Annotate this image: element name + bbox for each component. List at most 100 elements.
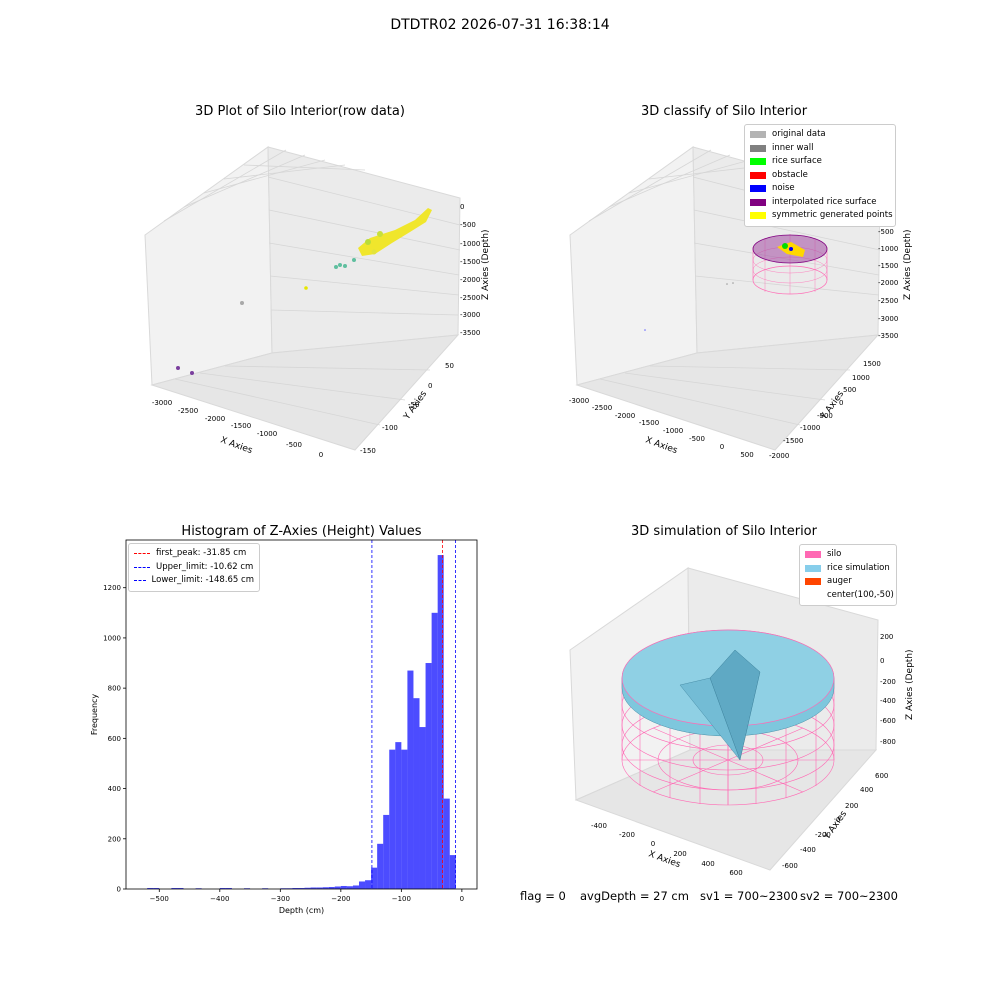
raw-points [176, 208, 432, 375]
legend-swatch [134, 580, 146, 582]
histogram-bar [383, 814, 390, 889]
histogram-bar [310, 887, 317, 889]
legend-item: symmetric generated points [750, 209, 893, 223]
histogram-bar [413, 698, 420, 889]
limit-lines [371, 540, 456, 889]
pane-left [144, 146, 273, 386]
histogram-bar [334, 886, 341, 889]
x-tick: 200 [673, 850, 686, 858]
x-tick: 0 [319, 451, 323, 459]
histogram-chart: −500 −400 −300 −200 −100 0 0 200 400 600 800 1000 1… [90, 539, 478, 915]
y-tick: 600 [875, 772, 888, 780]
histogram-bar [401, 749, 408, 889]
legend-label: inner wall [772, 142, 814, 153]
histogram-bar [443, 798, 450, 889]
x-tick: 0 [651, 840, 655, 848]
legend-swatch [750, 144, 766, 152]
y-tick: -150 [360, 447, 376, 455]
legend-swatch [134, 566, 150, 568]
histogram-bar [346, 886, 353, 889]
x-tick: -2500 [592, 404, 612, 412]
y-ticks: 0 200 400 600 800 1000 1200 [103, 584, 126, 894]
y-tick: -50 [408, 401, 419, 409]
x-tick: 500 [740, 451, 753, 459]
z-tick: -2000 [460, 276, 480, 284]
simulation-plot-title: 3D simulation of Silo Interior [631, 524, 817, 539]
legend-swatch [750, 185, 766, 193]
histogram-bar [371, 867, 378, 889]
x-tick-label: −200 [331, 895, 350, 903]
x-tick: -1500 [639, 419, 659, 427]
legend-label: silo [827, 549, 842, 559]
y-tick: -400 [800, 846, 816, 854]
x-axis-label: X Axies [644, 435, 679, 456]
legend-label: rice simulation [827, 562, 890, 573]
z-tick: -3000 [460, 311, 480, 319]
y-tick: 500 [843, 386, 856, 394]
x-tick-labels: -3000 -2500 -2000 -1500 -1000 -500 0 [152, 399, 323, 459]
y-tick-label: 600 [108, 735, 121, 743]
y-tick: 50 [445, 362, 454, 370]
x-tick-label: 0 [460, 895, 464, 903]
legend-label: center(100,-50) [827, 589, 894, 600]
legend-item: noise [750, 182, 890, 196]
legend-swatch [134, 553, 150, 555]
histogram-bars [147, 555, 456, 889]
z-tick: -1000 [878, 245, 898, 253]
y-tick: 1000 [852, 374, 870, 382]
legend-item: interpolated rice surface [750, 196, 890, 210]
x-tick: -2000 [205, 415, 225, 423]
y-tick-labels: 50 0 -50 -100 -150 [360, 362, 454, 455]
pane-floor [150, 334, 460, 451]
y-tick-label: 800 [108, 685, 121, 693]
z-tick: -1500 [460, 258, 480, 266]
y-tick: -2000 [769, 452, 789, 460]
histogram-bar [177, 887, 184, 889]
histogram-bar [431, 612, 438, 889]
x-tick: -3000 [569, 397, 589, 405]
legend-item: inner wall [750, 142, 890, 156]
histogram-bar [419, 727, 426, 889]
histogram-bar [298, 887, 305, 889]
x-tick: -500 [286, 441, 302, 449]
y-tick: 0 [836, 816, 840, 824]
x-tick-label: −300 [271, 895, 290, 903]
status-sv2: sv2 = 700~2300 [800, 889, 898, 903]
x-tick: -200 [619, 831, 635, 839]
z-tick-labels: 200 0 -200 -400 -600 -800 [880, 633, 896, 746]
y-tick-label: 1200 [103, 584, 121, 592]
legend-label: interpolated rice surface [772, 196, 877, 207]
y-tick-labels: 1500 1000 500 0 -500 -1000 -1500 -2000 [769, 360, 881, 460]
histogram-bar [358, 881, 366, 889]
x-tick-label: −100 [392, 895, 411, 903]
z-tick: -200 [880, 678, 896, 686]
rice-surface-points [782, 243, 788, 249]
x-tick: 0 [720, 443, 724, 451]
z-tick: -1000 [460, 240, 480, 248]
histogram-bar [437, 555, 444, 889]
data-point [732, 282, 734, 284]
z-axis-label: Z Axies (Depth) [481, 229, 491, 300]
x-axis-label: Depth (cm) [279, 906, 324, 915]
legend-label: first_peak: -31.85 cm [156, 548, 247, 558]
legend-swatch [750, 131, 766, 139]
legend-label: Upper_limit: -10.62 cm [156, 561, 254, 572]
histogram-bar [377, 843, 384, 889]
noise-points [789, 247, 793, 251]
x-tick: -1500 [231, 422, 251, 430]
legend-label: symmetric generated points [772, 210, 893, 220]
histogram-bar [153, 887, 160, 889]
z-tick-labels: 0 -500 -1000 -1500 -2000 -2500 -3000 -35… [460, 203, 480, 337]
simulation-3d-plot: X Axies Y Axies Z Axies (Depth) -400 -20… [569, 567, 915, 877]
histogram-bar [449, 855, 456, 889]
classify-legend: original data inner wall rice surface ob… [744, 124, 896, 227]
z-tick: -1500 [878, 262, 898, 270]
data-point [334, 265, 338, 269]
histogram-bar [171, 887, 178, 889]
y-tick-label: 200 [108, 835, 121, 843]
legend-item: rice simulation [805, 562, 891, 576]
histogram-bar [292, 887, 299, 889]
z-tick: 200 [880, 633, 893, 641]
y-tick: -200 [815, 831, 831, 839]
data-point [644, 329, 646, 331]
